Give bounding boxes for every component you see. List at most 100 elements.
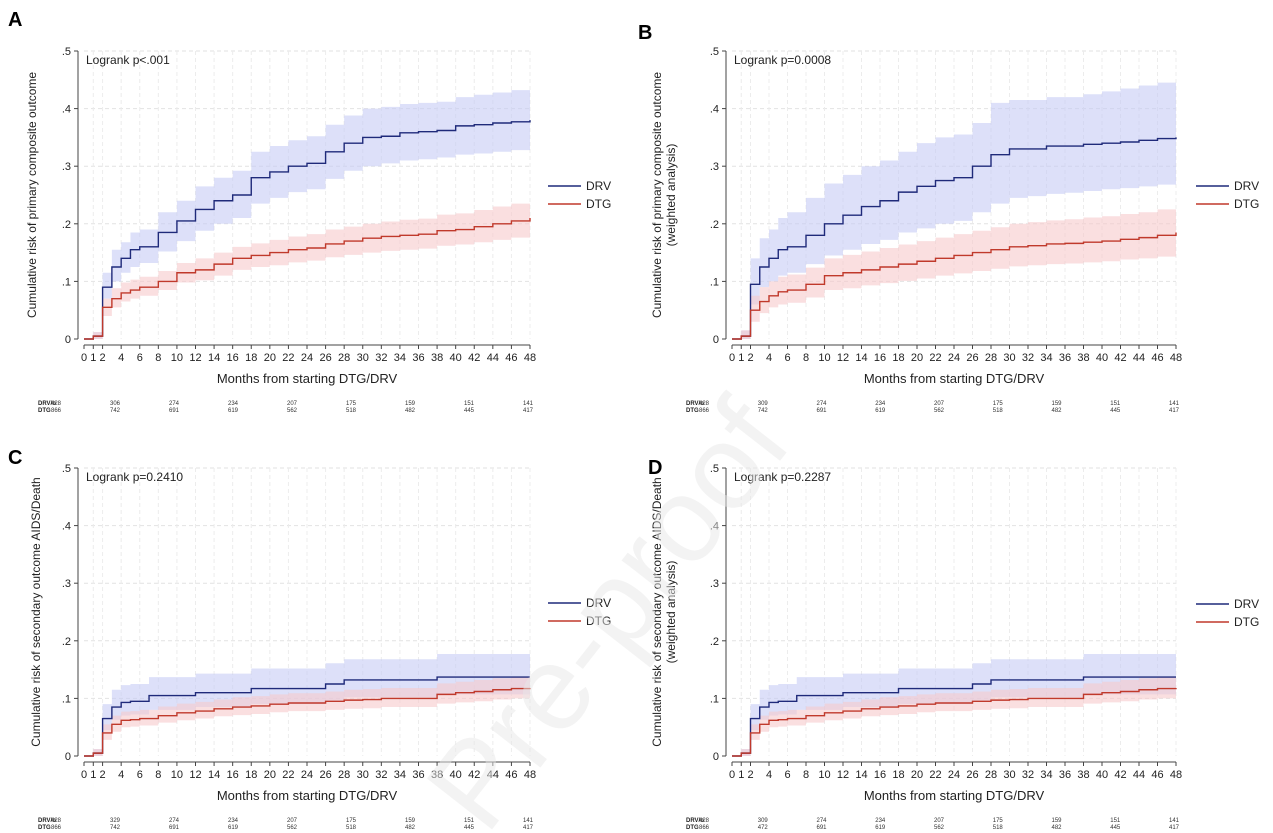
x-tick-label: 32 — [375, 769, 387, 781]
risk-value-dtg: 619 — [875, 408, 886, 414]
risk-value-drv: 175 — [346, 401, 357, 407]
panel-letter: B — [638, 22, 652, 44]
risk-value-drv: 175 — [346, 818, 357, 824]
x-tick-label: 14 — [208, 352, 220, 364]
y-tick-label: .3 — [710, 161, 719, 173]
risk-value-dtg: 866 — [51, 408, 62, 414]
x-tick-label: 30 — [1003, 769, 1015, 781]
risk-value-dtg: 417 — [1169, 825, 1180, 831]
x-tick-label: 1 — [738, 352, 744, 364]
y-axis-label: (weighted analysis) — [664, 561, 678, 664]
y-axis-label: Cumulative risk of secondary outcome AID… — [650, 477, 664, 746]
x-tick-label: 1 — [90, 352, 96, 364]
x-tick-label: 48 — [1170, 769, 1182, 781]
x-tick-label: 26 — [966, 352, 978, 364]
risk-table-label: DTG — [686, 825, 699, 831]
legend-label-drv: DRV — [1234, 597, 1259, 611]
x-tick-label: 4 — [118, 352, 124, 364]
x-tick-label: 48 — [524, 352, 536, 364]
x-tick-label: 44 — [487, 769, 499, 781]
risk-value-dtg: 445 — [464, 825, 475, 831]
x-tick-label: 4 — [766, 352, 772, 364]
x-tick-label: 38 — [431, 769, 443, 781]
risk-value-drv: 234 — [228, 401, 239, 407]
x-tick-label: 38 — [431, 352, 443, 364]
y-tick-label: .4 — [62, 521, 71, 533]
y-tick-label: .4 — [710, 104, 719, 116]
risk-value-drv: 151 — [1110, 818, 1121, 824]
x-tick-label: 46 — [505, 352, 517, 364]
series-line-drv — [84, 676, 530, 757]
series-line-dtg — [732, 687, 1177, 757]
x-tick-label: 0 — [729, 352, 735, 364]
x-tick-label: 34 — [394, 769, 406, 781]
risk-value-dtg: 482 — [405, 825, 416, 831]
risk-value-dtg: 482 — [405, 408, 416, 414]
x-tick-label: 12 — [837, 769, 849, 781]
x-tick-label: 24 — [301, 769, 313, 781]
y-tick-label: 0 — [713, 751, 719, 763]
risk-value-drv: 428 — [51, 401, 62, 407]
risk-value-drv: 159 — [1051, 818, 1062, 824]
x-tick-label: 0 — [729, 769, 735, 781]
panel-D: D0.1.2.3.4.50 1 2 4 6 8 10 12 14 16 18 20 22 24 26 28 30… — [648, 457, 1259, 831]
logrank-annotation: Logrank p=0.0008 — [734, 53, 831, 67]
x-tick-label: 20 — [264, 769, 276, 781]
risk-value-dtg: 866 — [51, 825, 62, 831]
panel-letter: D — [648, 457, 662, 479]
risk-value-drv: 309 — [758, 401, 769, 407]
x-tick-label: 14 — [855, 769, 867, 781]
risk-value-dtg: 518 — [993, 825, 1004, 831]
risk-table-label: DTG — [38, 408, 51, 414]
risk-value-dtg: 417 — [523, 408, 534, 414]
x-tick-label: 28 — [985, 769, 997, 781]
y-tick-label: .2 — [710, 636, 719, 648]
x-tick-label: 44 — [487, 352, 499, 364]
risk-value-dtg: 482 — [1051, 408, 1062, 414]
x-tick-label: 30 — [357, 352, 369, 364]
x-tick-label: 10 — [171, 352, 183, 364]
risk-table-label: DTG — [686, 408, 699, 414]
x-tick-label: 32 — [1022, 769, 1034, 781]
x-tick-label: 0 — [81, 769, 87, 781]
x-tick-label: 8 — [155, 352, 161, 364]
x-tick-label: 10 — [818, 352, 830, 364]
x-axis-label: Months from starting DTG/DRV — [864, 788, 1045, 803]
x-tick-label: 12 — [189, 352, 201, 364]
risk-value-drv: 274 — [816, 818, 827, 824]
risk-value-dtg: 518 — [346, 825, 357, 831]
y-tick-label: .5 — [710, 46, 719, 58]
risk-value-drv: 234 — [228, 818, 239, 824]
legend-label-dtg: DTG — [1234, 197, 1259, 211]
risk-value-drv: 428 — [699, 401, 710, 407]
series-line-dtg — [732, 232, 1177, 340]
y-tick-label: .5 — [710, 463, 719, 475]
x-tick-label: 36 — [412, 352, 424, 364]
x-tick-label: 1 — [738, 769, 744, 781]
series-line-dtg — [84, 687, 531, 757]
y-axis-label: Cumulative risk of primary composite out… — [650, 72, 664, 318]
risk-value-dtg: 691 — [816, 825, 827, 831]
x-tick-label: 34 — [1040, 769, 1052, 781]
y-axis-label: Cumulative risk of primary composite out… — [25, 72, 39, 318]
y-tick-label: 0 — [713, 334, 719, 346]
risk-value-dtg: 691 — [169, 408, 180, 414]
y-axis-label: Cumulative risk of secondary outcome AID… — [29, 477, 43, 746]
x-tick-label: 28 — [985, 352, 997, 364]
x-tick-label: 40 — [1096, 352, 1108, 364]
risk-table-label: DRV/b — [38, 401, 56, 407]
risk-value-dtg: 691 — [816, 408, 827, 414]
risk-value-drv: 141 — [523, 818, 534, 824]
x-tick-label: 42 — [1114, 769, 1126, 781]
risk-value-drv: 309 — [758, 818, 769, 824]
legend-label-dtg: DTG — [586, 614, 611, 628]
x-tick-label: 46 — [1151, 352, 1163, 364]
risk-table-label: DRV/b — [686, 401, 704, 407]
risk-value-drv: 428 — [51, 818, 62, 824]
x-tick-label: 22 — [929, 769, 941, 781]
x-tick-label: 42 — [1114, 352, 1126, 364]
risk-value-drv: 207 — [934, 401, 945, 407]
x-tick-label: 2 — [100, 352, 106, 364]
risk-value-dtg: 742 — [758, 408, 769, 414]
risk-value-dtg: 619 — [875, 825, 886, 831]
